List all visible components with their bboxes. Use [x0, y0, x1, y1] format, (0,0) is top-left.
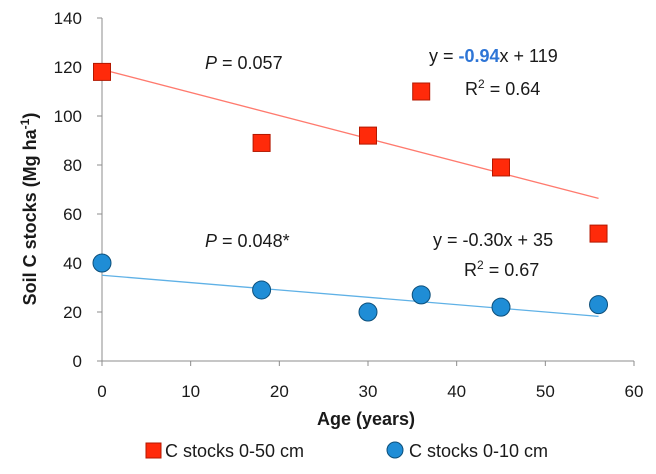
regression-equation-0-10: y = -0.30x + 35 — [433, 230, 553, 250]
data-point-circle — [589, 295, 609, 315]
x-tick-label: 40 — [447, 382, 466, 401]
legend-marker-0-10-circle — [386, 441, 404, 459]
data-point-circle — [252, 280, 272, 300]
y-tick-label: 80 — [63, 156, 82, 175]
x-tick-label: 10 — [181, 382, 200, 401]
y-tick-label: 120 — [54, 58, 82, 77]
data-point-square — [252, 133, 271, 152]
legend-label-0-50: C stocks 0-50 cm — [165, 441, 304, 461]
data-point-square — [589, 224, 608, 243]
y-tick-label: 140 — [54, 9, 82, 28]
x-tick-label: 0 — [97, 382, 106, 401]
y-axis-title-superscript: -1 — [18, 118, 32, 129]
p-value-annotation-0-50: P = 0.057 — [205, 53, 283, 73]
regression-equation-0-50: y = -0.94x + 119 — [429, 46, 558, 66]
data-point-square — [359, 126, 377, 145]
y-axis-title: Soil C stocks (Mg ha-1) — [18, 113, 40, 306]
r-squared-0-10: R2 = 0.67 — [464, 258, 539, 280]
y-tick-label: 20 — [63, 303, 82, 322]
data-point-square — [93, 62, 111, 81]
y-tick-label: 40 — [63, 254, 82, 273]
p-value-annotation-0-10: P = 0.048* — [205, 231, 290, 251]
x-tick-label: 30 — [359, 382, 378, 401]
legend-label-0-10: C stocks 0-10 cm — [409, 441, 548, 461]
x-tick-label: 20 — [270, 382, 289, 401]
data-point-circle — [411, 285, 431, 305]
legend: C stocks 0-50 cm C stocks 0-10 cm — [145, 441, 548, 461]
y-tick-label: 100 — [54, 107, 82, 126]
data-points — [92, 62, 609, 322]
data-point-square — [492, 158, 510, 177]
data-point-circle — [92, 253, 112, 273]
data-point-square — [412, 82, 431, 101]
trendline-series-0 — [101, 68, 599, 200]
r-squared-0-50: R2 = 0.64 — [465, 77, 540, 99]
y-tick-label: 60 — [63, 205, 82, 224]
x-axis-title: Age (years) — [317, 409, 415, 429]
trendline-series-1 — [101, 274, 599, 318]
trendlines — [101, 68, 599, 318]
x-tick-label: 60 — [625, 382, 644, 401]
x-tick-label: 50 — [536, 382, 555, 401]
legend-marker-0-50-square — [145, 442, 162, 459]
data-point-circle — [358, 302, 378, 322]
axes: 0 20 40 60 80 100 120 140 0 10 20 30 40 50 60 — [54, 9, 644, 401]
slope-highlight: -0.94 — [459, 46, 500, 66]
data-point-circle — [491, 297, 511, 317]
y-tick-label: 0 — [73, 352, 82, 371]
